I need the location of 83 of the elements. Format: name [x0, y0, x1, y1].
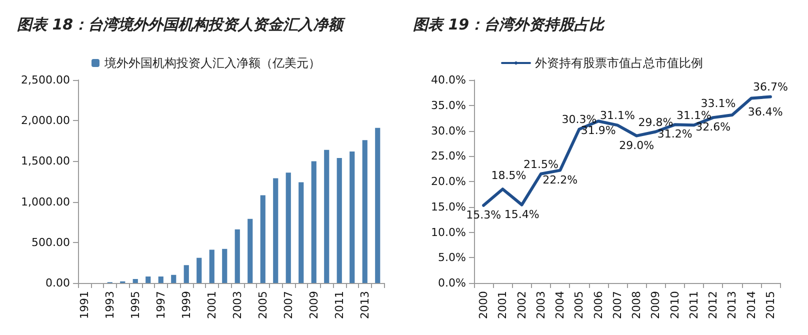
x-tick-label: 2000	[477, 291, 490, 319]
x-tick-label: 1993	[103, 291, 116, 319]
y-tick-label: 1,500.00	[21, 154, 70, 168]
bar	[209, 250, 214, 283]
data-label: 36.4%	[748, 105, 783, 118]
y-tick-label: 30.0%	[431, 124, 466, 138]
bar	[298, 182, 304, 283]
y-tick-label: 500.00	[32, 236, 70, 249]
data-label: 33.1%	[700, 97, 736, 110]
chart-title: 图表 18：台湾境外外国机构投资人资金汇入净额	[17, 16, 346, 34]
x-tick-label: 2011	[332, 291, 346, 319]
x-tick-label: 2003	[534, 291, 548, 319]
y-tick-label: 1,000.00	[21, 195, 70, 208]
y-tick-label: 35.0%	[431, 98, 466, 112]
x-tick-label: 2003	[230, 291, 244, 319]
x-tick-label: 1995	[128, 291, 142, 319]
x-tick-label: 2004	[554, 291, 567, 319]
bar	[273, 178, 278, 283]
bar	[196, 258, 202, 283]
x-tick-label: 2015	[764, 291, 777, 319]
data-label: 30.3%	[562, 113, 597, 126]
x-tick-label: 2009	[649, 291, 662, 319]
x-tick-label: 2013	[358, 291, 372, 319]
y-tick-label: 40.0%	[431, 74, 466, 86]
y-tick-label: 0.00	[46, 276, 70, 290]
x-tick-label: 2010	[668, 291, 682, 319]
chart-title: 图表 19：台湾外资持股占比	[413, 16, 606, 34]
bar	[184, 265, 189, 283]
x-tick-label: 2002	[515, 291, 528, 319]
bar	[248, 218, 253, 283]
x-tick-label: 2014	[744, 291, 758, 319]
data-label: 15.4%	[504, 208, 540, 221]
y-tick-label: 0.0%	[438, 276, 466, 290]
data-label: 29.8%	[638, 116, 674, 129]
data-label: 32.6%	[696, 120, 731, 134]
x-tick-label: 2005	[572, 291, 586, 319]
bar	[260, 195, 266, 283]
x-tick-label: 2001	[205, 291, 218, 319]
data-label: 31.1%	[600, 109, 635, 122]
bar	[146, 276, 151, 283]
bar	[234, 229, 240, 283]
x-tick-label: 2012	[706, 291, 720, 319]
bar	[158, 276, 164, 283]
bar	[350, 151, 355, 283]
y-tick-label: 15.0%	[431, 200, 466, 214]
data-label: 31.1%	[676, 109, 712, 122]
x-tick-label: 2006	[592, 291, 605, 319]
bar	[362, 140, 368, 283]
x-tick-label: 2007	[282, 291, 295, 319]
data-label: 31.9%	[580, 124, 616, 138]
x-tick-label: 2013	[726, 291, 739, 319]
data-label: 31.2%	[657, 128, 692, 141]
data-label: 22.2%	[542, 173, 578, 186]
y-tick-label: 25.0%	[431, 150, 466, 163]
bar	[375, 128, 380, 283]
y-tick-label: 5.0%	[438, 251, 466, 264]
data-label: 15.3%	[466, 208, 502, 222]
data-label: 36.7%	[752, 80, 788, 94]
bar	[336, 158, 342, 283]
y-tick-label: 10.0%	[431, 226, 466, 239]
x-tick-label: 2001	[496, 291, 510, 319]
bar	[132, 278, 138, 283]
y-tick-label: 20.0%	[431, 175, 466, 188]
bar	[311, 161, 316, 283]
data-label: 21.5%	[523, 158, 558, 171]
y-tick-label: 2,500.00	[21, 74, 70, 86]
legend-label: 境外外国机构投资人汇入净额（亿美元）	[104, 56, 320, 70]
bar	[222, 248, 228, 283]
x-tick-label: 1997	[154, 291, 168, 319]
x-tick-label: 2007	[610, 291, 624, 319]
x-tick-label: 2011	[687, 291, 700, 319]
legend-label: 外资持有股票市值占总市值比例	[535, 56, 703, 70]
y-tick-label: 2,000.00	[21, 114, 70, 128]
data-label: 29.0%	[619, 138, 654, 152]
x-tick-label: 1999	[180, 291, 193, 319]
bar	[324, 150, 330, 283]
x-tick-label: 2005	[256, 291, 270, 319]
data-label: 18.5%	[491, 169, 526, 182]
bar	[286, 172, 291, 283]
x-tick-label: 1991	[78, 291, 91, 319]
x-tick-label: 2009	[307, 291, 320, 319]
x-tick-label: 2008	[630, 291, 644, 319]
bar	[171, 274, 176, 283]
